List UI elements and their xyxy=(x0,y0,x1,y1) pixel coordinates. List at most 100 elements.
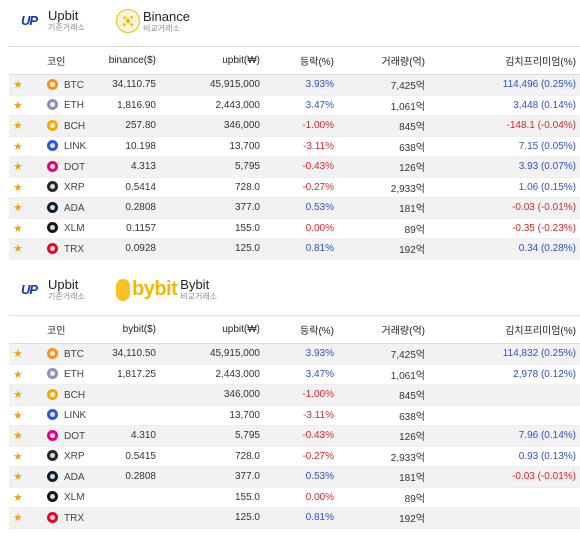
ex-price-cell: 0.0928 xyxy=(87,238,156,260)
favorite-star-icon[interactable]: ★ xyxy=(9,466,47,488)
upbit-price-cell: 155.0 xyxy=(156,487,260,508)
favorite-star-icon[interactable]: ★ xyxy=(9,177,47,198)
table-row[interactable]: ★ TRX 125.0 0.81% 192억 xyxy=(9,507,580,529)
favorite-star-icon[interactable]: ★ xyxy=(9,115,47,137)
volume-cell: 845억 xyxy=(334,384,425,406)
volume-cell: 89억 xyxy=(334,487,425,508)
favorite-star-icon[interactable]: ★ xyxy=(9,343,47,365)
volume-cell: 181억 xyxy=(334,197,425,219)
volume-cell: 7,425억 xyxy=(334,74,425,96)
favorite-star-icon[interactable]: ★ xyxy=(9,384,47,406)
table-row[interactable]: ★ ADA 0.2808 377.0 0.53% 181억 -0.03 (-0.01%) xyxy=(9,197,580,219)
favorite-star-icon[interactable]: ★ xyxy=(9,446,47,467)
volume-cell: 7,425억 xyxy=(334,343,425,365)
favorite-star-icon[interactable]: ★ xyxy=(9,364,47,385)
favorite-star-icon[interactable]: ★ xyxy=(9,425,47,447)
coin-cell: ETH xyxy=(47,364,87,385)
favorite-star-icon[interactable]: ★ xyxy=(9,95,47,116)
favorite-star-icon[interactable]: ★ xyxy=(9,197,47,219)
table-row[interactable]: ★ XRP 0.5415 728.0 -0.27% 2,933억 0.93 (0.13%) xyxy=(9,446,580,467)
favorite-star-icon[interactable]: ★ xyxy=(9,507,47,529)
table-row[interactable]: ★ LINK 13,700 -3.11% 638억 xyxy=(9,405,580,426)
upbit-price-cell: 377.0 xyxy=(156,197,260,219)
bybit-logo-word: bybit xyxy=(132,278,178,300)
table-row[interactable]: ★ DOT 4.313 5,795 -0.43% 126억 3.93 (0.07%) xyxy=(9,156,580,178)
table-row[interactable]: ★ ETH 1,817.25 2,443,000 3.47% 1,061억 2,978 (0… xyxy=(9,364,580,385)
coin-symbol: XRP xyxy=(64,182,85,194)
change-cell: 3.47% xyxy=(260,364,334,385)
coin-symbol: ETH xyxy=(64,100,84,112)
change-cell: 0.00% xyxy=(260,487,334,508)
premium-cell: -0.03 (-0.01%) xyxy=(425,197,580,219)
volume-cell: 89억 xyxy=(334,218,425,239)
table-row[interactable]: ★ BCH 257.80 346,000 -1.00% 845억 -148.1 (-0.04… xyxy=(9,115,580,137)
coin-cell: BCH xyxy=(47,115,87,137)
coin-cell: XLM xyxy=(47,218,87,239)
coin-cell: DOT xyxy=(47,156,87,178)
coin-symbol: ETH xyxy=(64,369,84,381)
table-row[interactable]: ★ BCH 346,000 -1.00% 845억 xyxy=(9,384,580,406)
ex-price-cell: 0.2808 xyxy=(87,466,156,488)
favorite-star-icon[interactable]: ★ xyxy=(9,156,47,178)
header-coin[interactable]: 코인 xyxy=(47,46,87,75)
bybit-brand[interactable]: bybit Bybit 비교거래소 xyxy=(116,278,217,301)
change-cell: 0.81% xyxy=(260,238,334,260)
upbit-name: Upbit xyxy=(48,8,79,23)
header-premium[interactable]: 김치프리미엄(%) xyxy=(425,46,580,75)
premium-cell: 3.93 (0.07%) xyxy=(425,156,580,178)
favorite-star-icon[interactable]: ★ xyxy=(9,487,47,508)
change-cell: 0.53% xyxy=(260,466,334,488)
change-cell: -3.11% xyxy=(260,405,334,426)
coin-cell: LINK xyxy=(47,405,87,426)
header-upbit-price[interactable]: upbit(₩) xyxy=(156,315,260,344)
table-row[interactable]: ★ ETH 1,816.90 2,443,000 3.47% 1,061억 3,448 (0… xyxy=(9,95,580,116)
volume-cell: 2,933억 xyxy=(334,446,425,467)
ex-price-cell: 10.198 xyxy=(87,136,156,157)
header-volume[interactable]: 거래량(억) xyxy=(334,315,425,344)
coin-symbol: ADA xyxy=(64,471,85,483)
bybit-sub: 비교거래소 xyxy=(180,292,218,301)
coin-cell: BTC xyxy=(47,343,87,365)
coin-cell: BCH xyxy=(47,384,87,406)
favorite-star-icon[interactable]: ★ xyxy=(9,74,47,96)
exchange-header: UP Upbit 기준거래소 xyxy=(9,4,580,46)
upbit-price-cell: 13,700 xyxy=(156,405,260,426)
header-coin[interactable]: 코인 xyxy=(47,315,87,344)
header-premium[interactable]: 김치프리미엄(%) xyxy=(425,315,580,344)
ex-price-cell: 257.80 xyxy=(87,115,156,137)
coin-cell: TRX xyxy=(47,238,87,260)
binance-brand[interactable]: Binance 비교거래소 xyxy=(116,9,190,33)
dot-icon xyxy=(47,429,58,441)
table-row[interactable]: ★ LINK 10.198 13,700 -3.11% 638억 7.15 (0.05%) xyxy=(9,136,580,157)
favorite-star-icon[interactable]: ★ xyxy=(9,136,47,157)
premium-cell: -148.1 (-0.04%) xyxy=(425,115,580,137)
table-row[interactable]: ★ TRX 0.0928 125.0 0.81% 192억 0.34 (0.28%) xyxy=(9,238,580,260)
ex-price-cell: 1,816.90 xyxy=(87,95,156,116)
btc-icon xyxy=(47,347,58,359)
btc-icon xyxy=(47,78,58,90)
header-volume[interactable]: 거래량(억) xyxy=(334,46,425,75)
xlm-icon xyxy=(47,491,58,503)
bybit-logo: bybit xyxy=(116,278,178,301)
premium-cell: 3,448 (0.14%) xyxy=(425,95,580,116)
favorite-star-icon[interactable]: ★ xyxy=(9,218,47,239)
table-row[interactable]: ★ BTC 34,110.75 45,915,000 3.93% 7,425억 114,49… xyxy=(9,74,580,96)
header-upbit-price[interactable]: upbit(₩) xyxy=(156,46,260,75)
table-row[interactable]: ★ XRP 0.5414 728.0 -0.27% 2,933억 1.06 (0.15%) xyxy=(9,177,580,198)
upbit-brand[interactable]: UP Upbit 기준거래소 xyxy=(21,278,85,301)
bybit-name: Bybit xyxy=(180,277,210,292)
table-row[interactable]: ★ ADA 0.2808 377.0 0.53% 181억 -0.03 (-0.01%) xyxy=(9,466,580,488)
table-row[interactable]: ★ XLM 0.1157 155.0 0.00% 89억 -0.35 (-0.23%) xyxy=(9,218,580,239)
table-row[interactable]: ★ DOT 4.310 5,795 -0.43% 126억 7.96 (0.14%) xyxy=(9,425,580,447)
header-ex-price[interactable]: bybit($) xyxy=(87,315,156,344)
favorite-star-icon[interactable]: ★ xyxy=(9,238,47,260)
header-change[interactable]: 등락(%) xyxy=(260,46,334,75)
header-change[interactable]: 등락(%) xyxy=(260,315,334,344)
favorite-star-icon[interactable]: ★ xyxy=(9,405,47,426)
upbit-logo: UP xyxy=(21,281,45,298)
table-row[interactable]: ★ BTC 34,110.50 45,915,000 3.93% 7,425억 114,83… xyxy=(9,343,580,365)
upbit-brand[interactable]: UP Upbit 기준거래소 xyxy=(21,9,85,32)
table-row[interactable]: ★ XLM 155.0 0.00% 89억 xyxy=(9,487,580,508)
header-fav xyxy=(9,46,47,75)
header-ex-price[interactable]: binance($) xyxy=(87,46,156,75)
